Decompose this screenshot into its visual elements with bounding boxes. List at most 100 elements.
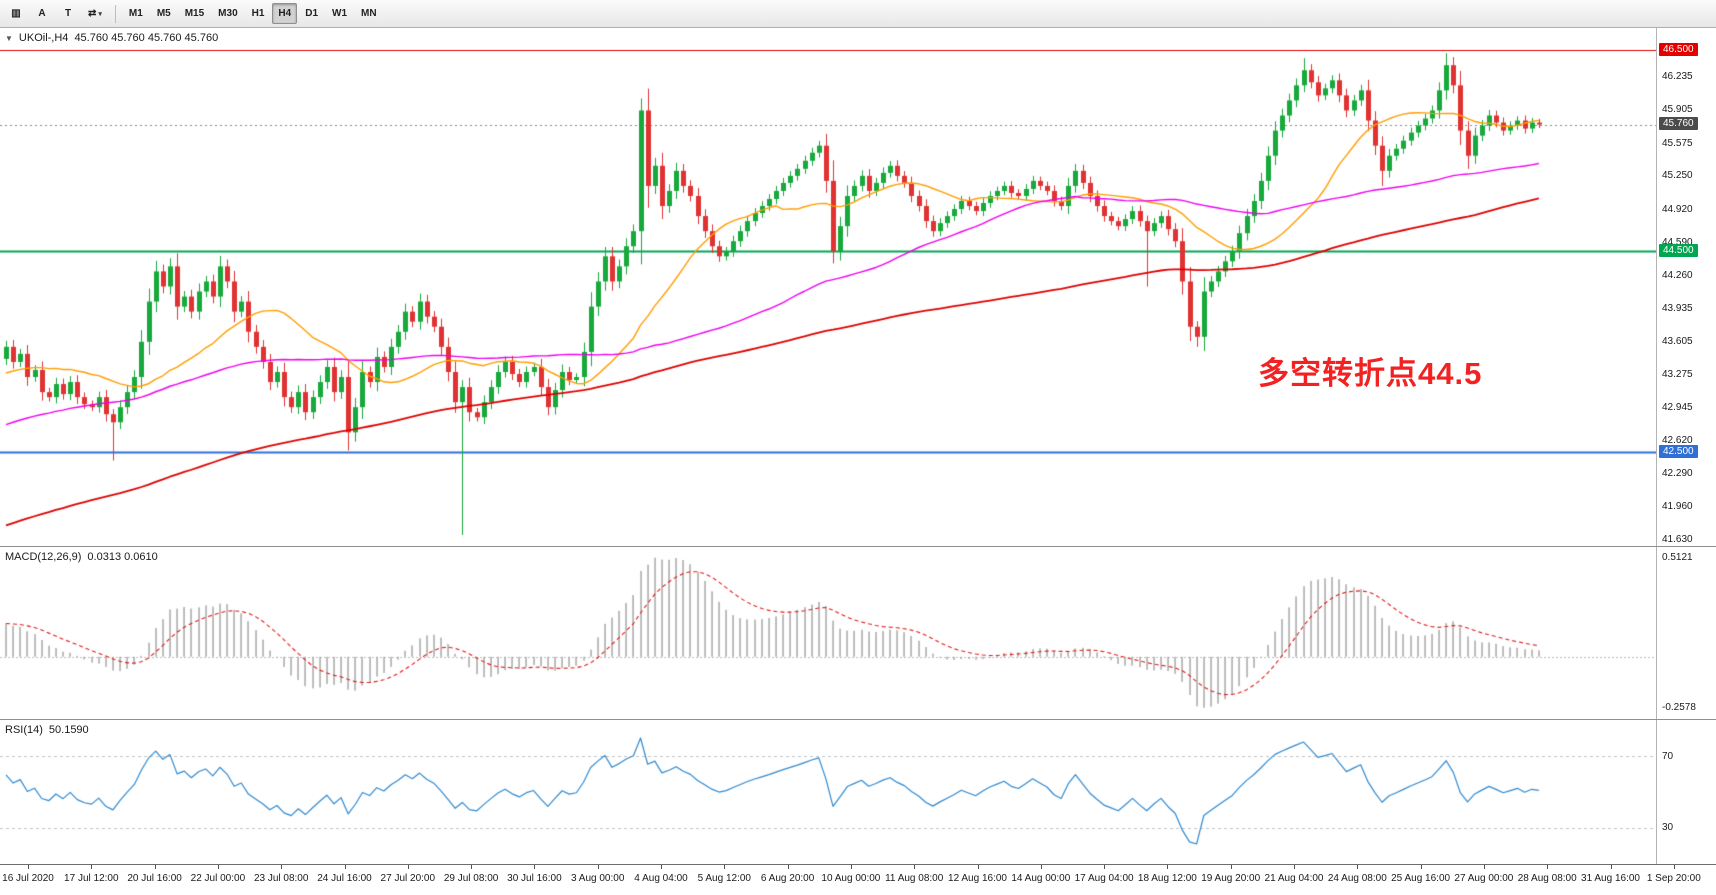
price-tick-label: 46.235 — [1662, 71, 1693, 83]
time-tick-mark — [1420, 865, 1422, 869]
time-label: 6 Aug 20:00 — [760, 873, 815, 884]
price-chart-canvas[interactable] — [0, 28, 1656, 546]
price-tick-label: 43.935 — [1662, 302, 1693, 314]
time-tick-mark — [850, 865, 852, 869]
time-label: 20 Jul 16:00 — [127, 873, 182, 884]
time-tick-mark — [534, 865, 536, 869]
rsi-level-label: 70 — [1662, 750, 1674, 762]
time-tick-mark — [1294, 865, 1295, 869]
time-label: 16 Jul 2020 — [2, 873, 54, 884]
timeframe-w1-button[interactable]: W1 — [332, 8, 348, 19]
price-tick-label: 45.250 — [1662, 170, 1693, 182]
price-badge-46.500: 46.500 — [1659, 42, 1698, 56]
time-label: 11 Aug 08:00 — [885, 873, 944, 884]
time-tick-mark — [154, 865, 156, 869]
toolbar-separator — [114, 4, 116, 23]
time-tick-mark — [787, 865, 789, 869]
toolbar: ▥ A T ⇄ ▾ M1 M5 M15 M30 H1 H4 D1 W1 MN — [0, 0, 1716, 28]
timeframe-m30-button[interactable]: M30 — [218, 8, 238, 19]
time-tick-mark — [344, 865, 346, 869]
macd-label: MACD(12,26,9) 0.0313 0.0610 — [5, 551, 158, 563]
symbol-label: UKOil-,H4 — [18, 32, 69, 44]
time-tick-mark — [281, 865, 283, 869]
price-badge-45.760: 45.760 — [1659, 117, 1698, 131]
time-label: 12 Aug 16:00 — [948, 873, 1007, 884]
symbol-dropdown-icon[interactable]: ▼ — [5, 33, 13, 43]
symbol-ohlc-row: ▼ UKOil-,H4 45.760 45.760 45.760 45.760 — [5, 32, 218, 44]
time-label: 19 Aug 20:00 — [1201, 873, 1261, 884]
timeframe-m5-button[interactable]: M5 — [156, 8, 171, 19]
price-tick-label: 42.945 — [1662, 402, 1693, 414]
price-tick-label: 42.290 — [1662, 468, 1693, 480]
price-axis[interactable]: 46.235 45.905 45.575 45.250 44.920 44.590 44.2… — [1656, 28, 1716, 546]
time-tick-mark — [1673, 865, 1675, 869]
time-tick-mark — [1230, 865, 1232, 869]
timeframe-h4-button[interactable]: H4 — [272, 3, 298, 24]
time-tick-mark — [1040, 865, 1042, 869]
cycle-tool-button[interactable]: ⇄ ▾ — [88, 8, 102, 19]
price-tick-label: 41.630 — [1662, 534, 1693, 546]
timeframe-d1-button[interactable]: D1 — [305, 8, 319, 19]
time-label: 4 Aug 04:00 — [634, 873, 688, 884]
time-tick-mark — [91, 865, 93, 869]
time-tick-mark — [914, 865, 916, 869]
time-tick-mark — [661, 865, 662, 869]
time-tick-mark — [1357, 865, 1359, 869]
time-label: 21 Aug 04:00 — [1264, 873, 1324, 884]
time-label: 24 Jul 16:00 — [317, 873, 372, 884]
timeframe-m15-button[interactable]: M15 — [184, 8, 205, 19]
timeframe-m1-button[interactable]: M1 — [128, 8, 143, 19]
cursor-a-tool-button[interactable]: A — [38, 8, 46, 19]
rsi-level-label: 30 — [1662, 822, 1674, 834]
time-tick-mark — [1547, 865, 1549, 869]
time-label: 3 Aug 00:00 — [570, 873, 625, 884]
time-label: 24 Aug 08:00 — [1327, 873, 1387, 884]
time-label: 1 Sep 20:00 — [1646, 873, 1701, 884]
time-tick-mark — [724, 865, 726, 869]
macd-name: MACD(12,26,9) — [5, 551, 82, 563]
macd-canvas[interactable] — [0, 547, 1656, 719]
time-tick-mark — [1610, 865, 1612, 869]
time-tick-mark — [471, 865, 473, 869]
time-label: 23 Jul 08:00 — [253, 873, 309, 884]
time-label: 14 Aug 00:00 — [1011, 873, 1071, 884]
rsi-pane[interactable]: RSI(14) 50.1590 70 30 — [0, 719, 1716, 864]
rsi-label: RSI(14) 50.1590 — [5, 724, 89, 736]
time-label: 27 Jul 20:00 — [380, 873, 436, 884]
time-label: 25 Aug 16:00 — [1391, 873, 1451, 884]
ohlc-values: 45.760 45.760 45.760 45.760 — [74, 32, 219, 44]
rsi-name: RSI(14) — [5, 724, 43, 736]
price-chart-pane[interactable]: ▼ UKOil-,H4 45.760 45.760 45.760 45.760 … — [0, 28, 1716, 546]
time-label: 29 Jul 08:00 — [443, 873, 499, 884]
time-tick-mark — [1483, 865, 1485, 869]
dropdown-caret-icon: ▾ — [98, 10, 102, 18]
rsi-value: 50.1590 — [48, 724, 89, 736]
time-label: 28 Aug 08:00 — [1517, 873, 1577, 884]
price-tick-label: 41.960 — [1662, 501, 1693, 513]
macd-axis[interactable]: 0.5121 -0.2578 — [1656, 547, 1716, 719]
rsi-axis[interactable]: 70 30 — [1656, 720, 1716, 864]
timeframe-h1-button[interactable]: H1 — [251, 8, 265, 19]
text-tool-button[interactable]: T — [64, 8, 72, 19]
price-tick-label: 45.575 — [1662, 137, 1693, 149]
macd-scale-label: 0.5121 — [1662, 551, 1693, 563]
macd-pane[interactable]: MACD(12,26,9) 0.0313 0.0610 0.5121 -0.2578 — [0, 546, 1716, 719]
time-tick-mark — [977, 865, 979, 869]
time-tick-mark — [1104, 865, 1106, 869]
time-label: 5 Aug 12:00 — [697, 873, 751, 884]
time-label: 22 Jul 00:00 — [190, 873, 246, 884]
price-tick-label: 44.920 — [1662, 203, 1693, 215]
price-tick-label: 44.590 — [1662, 236, 1693, 248]
time-axis[interactable]: 16 Jul 2020 17 Jul 12:00 20 Jul 16:00 22 Ju… — [0, 864, 1716, 895]
chart-bars-button[interactable]: ▥ — [11, 8, 21, 19]
timeframe-mn-button[interactable]: MN — [361, 8, 377, 19]
price-tick-label: 42.620 — [1662, 434, 1693, 446]
annotation-text: 多空转折点44.5 — [1258, 356, 1483, 391]
rsi-canvas[interactable] — [0, 720, 1656, 864]
price-tick-label: 44.260 — [1662, 269, 1693, 281]
time-tick-mark — [1167, 865, 1169, 869]
macd-values: 0.0313 0.0610 — [87, 551, 158, 563]
price-tick-label: 43.605 — [1662, 335, 1693, 347]
time-label: 30 Jul 16:00 — [507, 873, 562, 884]
